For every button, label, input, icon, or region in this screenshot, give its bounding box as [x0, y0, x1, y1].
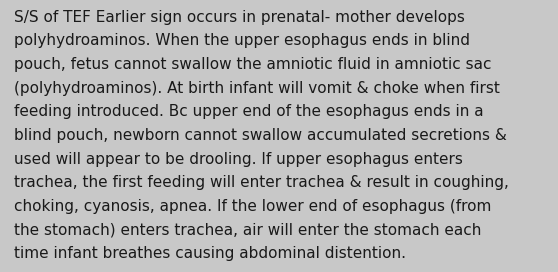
Text: the stomach) enters trachea, air will enter the stomach each: the stomach) enters trachea, air will en… — [14, 222, 482, 237]
Text: time infant breathes causing abdominal distention.: time infant breathes causing abdominal d… — [14, 246, 406, 261]
Text: choking, cyanosis, apnea. If the lower end of esophagus (from: choking, cyanosis, apnea. If the lower e… — [14, 199, 492, 214]
Text: (polyhydroaminos). At birth infant will vomit & choke when first: (polyhydroaminos). At birth infant will … — [14, 81, 500, 95]
Text: polyhydroaminos. When the upper esophagus ends in blind: polyhydroaminos. When the upper esophagu… — [14, 33, 470, 48]
Text: used will appear to be drooling. If upper esophagus enters: used will appear to be drooling. If uppe… — [14, 152, 463, 166]
Text: blind pouch, newborn cannot swallow accumulated secretions &: blind pouch, newborn cannot swallow accu… — [14, 128, 507, 143]
Text: trachea, the first feeding will enter trachea & result in coughing,: trachea, the first feeding will enter tr… — [14, 175, 509, 190]
Text: pouch, fetus cannot swallow the amniotic fluid in amniotic sac: pouch, fetus cannot swallow the amniotic… — [14, 57, 492, 72]
Text: S/S of TEF Earlier sign occurs in prenatal- mother develops: S/S of TEF Earlier sign occurs in prenat… — [14, 10, 465, 24]
Text: feeding introduced. Bc upper end of the esophagus ends in a: feeding introduced. Bc upper end of the … — [14, 104, 484, 119]
